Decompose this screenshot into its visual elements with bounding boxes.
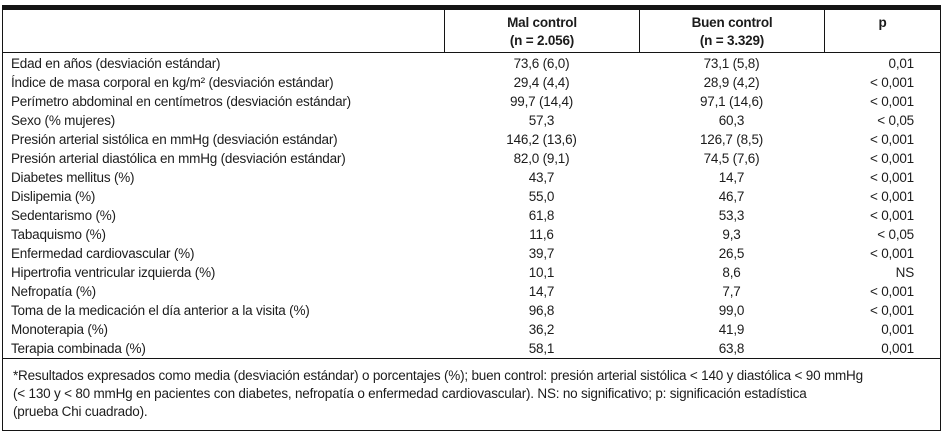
p-value: 0,01: [888, 56, 915, 71]
buen-control-value: 74,5 (7,6): [703, 151, 760, 166]
p-value: 0,001: [881, 322, 914, 337]
table-row: Nefropatía (%) 14,7 7,7 < 0,001: [3, 282, 940, 301]
table-row: Sexo (% mujeres) 57,3 60,3 < 0,05: [3, 111, 940, 130]
table-row: Dislipemia (%) 55,0 46,7 < 0,001: [3, 187, 940, 206]
header-p-value-label: p: [878, 15, 887, 30]
row-label: Índice de masa corporal en kg/m² (desvia…: [11, 75, 334, 90]
table-row: Enfermedad cardiovascular (%) 39,7 26,5 < 0…: [3, 244, 940, 263]
buen-control-value: 53,3: [718, 208, 745, 223]
table-row: Hipertrofia ventricular izquierda (%) 10,…: [3, 263, 940, 282]
p-value: < 0,001: [869, 189, 914, 204]
p-value: < 0,001: [869, 303, 914, 318]
header-buen-control: Buen control (n = 3.329): [639, 10, 824, 52]
row-label: Edad en años (desviación estándar): [11, 56, 221, 71]
table-row: Índice de masa corporal en kg/m² (desvia…: [3, 73, 940, 92]
buen-control-value: 99,0: [718, 303, 745, 318]
row-label: Presión arterial sistólica en mmHg (desv…: [11, 132, 338, 147]
mal-control-value: 36,2: [528, 322, 555, 337]
table-row: Toma de la medicación el día anterior a …: [3, 301, 940, 320]
mal-control-value: 10,1: [528, 265, 555, 280]
p-value: < 0,001: [869, 151, 914, 166]
mal-control-value: 55,0: [528, 189, 555, 204]
table-body: Edad en años (desviación estándar) 73,6 (…: [3, 53, 940, 359]
p-value: < 0,001: [869, 75, 914, 90]
buen-control-value: 73,1 (5,8): [703, 56, 760, 71]
table-row: Monoterapia (%) 36,2 41,9 0,001: [3, 320, 940, 339]
row-label: Perímetro abdominal en centímetros (desv…: [11, 94, 351, 109]
buen-control-value: 8,6: [722, 265, 741, 280]
footnote-line-1: *Resultados expresados como media (desvi…: [13, 368, 863, 383]
buen-control-value: 46,7: [718, 189, 745, 204]
row-label: Diabetes mellitus (%): [11, 170, 135, 185]
table-row: Presión arterial diastólica en mmHg (des…: [3, 149, 940, 168]
mal-control-value: 57,3: [528, 113, 555, 128]
row-label: Presión arterial diastólica en mmHg (des…: [11, 151, 346, 166]
row-label: Toma de la medicación el día anterior a …: [11, 303, 310, 318]
p-value: < 0,001: [869, 246, 914, 261]
table-row: Terapia combinada (%) 58,1 63,8 0,001: [3, 339, 940, 358]
p-value: < 0,05: [877, 113, 914, 128]
mal-control-value: 99,7 (14,4): [509, 94, 574, 109]
table-row: Sedentarismo (%) 61,8 53,3 < 0,001: [3, 206, 940, 225]
p-value: < 0,001: [869, 208, 914, 223]
row-label: Sexo (% mujeres): [11, 113, 116, 128]
table-footnote: *Resultados expresados como media (desvi…: [3, 359, 940, 421]
table-row: Tabaquismo (%) 11,6 9,3 < 0,05: [3, 225, 940, 244]
p-value: < 0,05: [877, 227, 914, 242]
p-value: 0,001: [881, 341, 914, 356]
mal-control-value: 29,4 (4,4): [513, 75, 570, 90]
mal-control-value: 61,8: [528, 208, 555, 223]
row-label: Dislipemia (%): [11, 189, 96, 204]
row-label: Enfermedad cardiovascular (%): [11, 246, 195, 261]
header-p-value: p: [824, 10, 940, 52]
buen-control-value: 63,8: [718, 341, 745, 356]
table-row: Perímetro abdominal en centímetros (desv…: [3, 92, 940, 111]
row-label: Tabaquismo (%): [11, 227, 106, 242]
buen-control-value: 97,1 (14,6): [699, 94, 764, 109]
buen-control-value: 28,9 (4,2): [703, 75, 760, 90]
row-label: Terapia combinada (%): [11, 341, 146, 356]
table-row: Presión arterial sistólica en mmHg (desv…: [3, 130, 940, 149]
row-label: Nefropatía (%): [11, 284, 96, 299]
buen-control-value: 126,7 (8,5): [699, 132, 764, 147]
row-label: Sedentarismo (%): [11, 208, 116, 223]
buen-control-value: 60,3: [718, 113, 745, 128]
mal-control-value: 73,6 (6,0): [513, 56, 570, 71]
table-header: Mal control (n = 2.056) Buen control (n …: [3, 10, 940, 53]
footnote-line-3: (prueba Chi cuadrado).: [13, 404, 148, 419]
p-value: < 0,001: [869, 132, 914, 147]
mal-control-value: 11,6: [529, 227, 554, 242]
p-value: < 0,001: [869, 170, 914, 185]
row-label: Hipertrofia ventricular izquierda (%): [11, 265, 216, 280]
mal-control-value: 58,1: [528, 341, 555, 356]
buen-control-value: 7,7: [722, 284, 741, 299]
p-value: < 0,001: [869, 284, 914, 299]
mal-control-value: 146,2 (13,6): [506, 132, 577, 147]
buen-control-value: 9,3: [722, 227, 741, 242]
header-buen-control-title: Buen control: [691, 15, 773, 30]
buen-control-value: 14,7: [718, 170, 745, 185]
p-value: NS: [895, 265, 915, 280]
header-empty-cell: [3, 10, 444, 52]
p-value: < 0,001: [869, 94, 914, 109]
mal-control-value: 43,7: [528, 170, 555, 185]
header-buen-control-n: (n = 3.329): [699, 33, 765, 48]
header-mal-control-title: Mal control: [507, 15, 577, 30]
header-mal-control-n: (n = 2.056): [509, 33, 575, 48]
mal-control-value: 14,7: [528, 284, 555, 299]
buen-control-value: 41,9: [718, 322, 745, 337]
mal-control-value: 96,8: [528, 303, 555, 318]
mal-control-value: 39,7: [528, 246, 555, 261]
header-mal-control: Mal control (n = 2.056): [444, 10, 639, 52]
table-frame: Mal control (n = 2.056) Buen control (n …: [2, 5, 941, 431]
footnote-line-2: (< 130 y < 80 mmHg en pacientes con diab…: [13, 386, 807, 401]
buen-control-value: 26,5: [718, 246, 745, 261]
table-row: Diabetes mellitus (%) 43,7 14,7 < 0,001: [3, 168, 940, 187]
mal-control-value: 82,0 (9,1): [513, 151, 570, 166]
row-label: Monoterapia (%): [11, 322, 108, 337]
table-row: Edad en años (desviación estándar) 73,6 (…: [3, 54, 940, 73]
